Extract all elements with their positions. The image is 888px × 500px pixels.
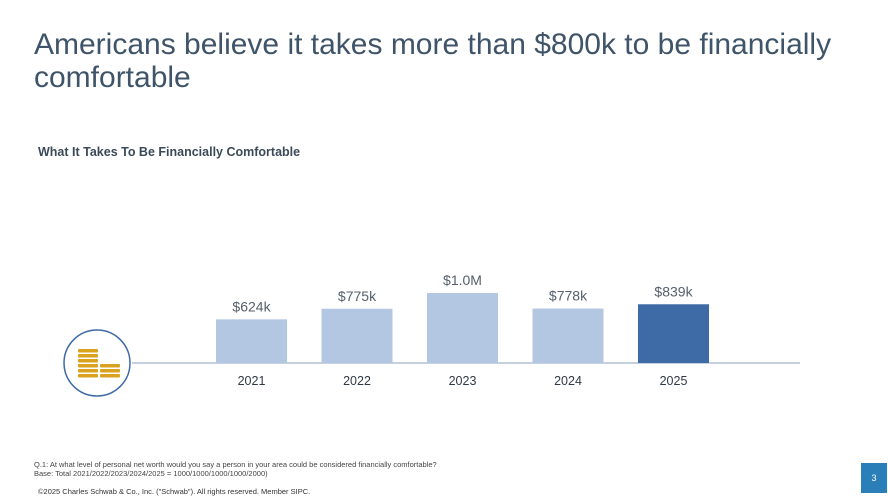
data-label-2024: $778k xyxy=(549,288,588,304)
data-label-2025: $839k xyxy=(654,283,693,299)
bar-2023 xyxy=(427,293,498,363)
bar-2022 xyxy=(321,308,393,363)
data-label-2022: $775k xyxy=(338,288,377,304)
x-tick-label-2025: 2025 xyxy=(660,374,688,388)
x-tick-label-2023: 2023 xyxy=(449,374,477,388)
bar-2025 xyxy=(638,304,709,363)
chart-title: What It Takes To Be Financially Comforta… xyxy=(38,145,301,159)
data-label-2021: $624k xyxy=(232,298,271,314)
footnote: Q.1: At what level of personal net worth… xyxy=(34,460,437,478)
x-tick-label-2021: 2021 xyxy=(238,374,266,388)
coin-stacks-icon xyxy=(63,329,131,397)
copyright-notice: ©2025 Charles Schwab & Co., Inc. ("Schwa… xyxy=(38,487,311,496)
bar-2024 xyxy=(532,308,604,363)
footnote-question: Q.1: At what level of personal net worth… xyxy=(34,460,437,469)
x-tick-label-2022: 2022 xyxy=(343,374,371,388)
page-title: Americans believe it takes more than $80… xyxy=(34,28,832,94)
footnote-base: Base: Total 2021/2022/2023/2024/2025 = 1… xyxy=(34,469,268,478)
data-label-2023: $1.0M xyxy=(443,272,482,288)
page-number-badge: 3 xyxy=(861,463,887,493)
x-tick-label-2024: 2024 xyxy=(554,374,582,388)
bar-2021 xyxy=(216,319,287,363)
